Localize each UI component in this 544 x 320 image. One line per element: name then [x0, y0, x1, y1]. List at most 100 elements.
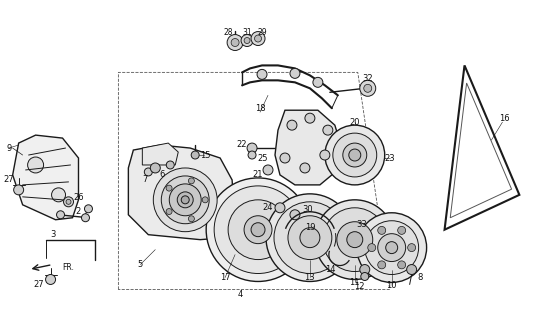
Circle shape — [52, 188, 65, 202]
Circle shape — [166, 209, 172, 214]
Text: 10: 10 — [386, 281, 397, 290]
Circle shape — [66, 199, 71, 204]
Text: 17: 17 — [220, 273, 231, 282]
Text: 4: 4 — [238, 290, 243, 299]
Circle shape — [343, 143, 367, 167]
Text: 8: 8 — [417, 273, 422, 282]
Circle shape — [227, 35, 243, 51]
Circle shape — [191, 151, 199, 159]
Circle shape — [231, 38, 239, 46]
Text: 19: 19 — [305, 223, 315, 232]
Circle shape — [407, 244, 416, 252]
Text: 14: 14 — [325, 265, 335, 274]
Text: 22: 22 — [237, 140, 248, 148]
Circle shape — [214, 186, 302, 274]
Circle shape — [14, 185, 23, 195]
Text: 27: 27 — [33, 280, 44, 289]
Text: 13: 13 — [305, 273, 315, 282]
Circle shape — [323, 208, 387, 271]
Text: 31: 31 — [242, 28, 252, 37]
Circle shape — [357, 213, 426, 283]
Circle shape — [378, 261, 386, 269]
Text: FR.: FR. — [63, 263, 75, 272]
Circle shape — [398, 261, 406, 269]
Text: 26: 26 — [73, 193, 84, 202]
Polygon shape — [143, 143, 178, 165]
Text: 24: 24 — [263, 203, 273, 212]
Circle shape — [144, 168, 152, 176]
Polygon shape — [128, 145, 235, 240]
Circle shape — [290, 68, 300, 78]
Text: 21: 21 — [253, 171, 263, 180]
Circle shape — [300, 163, 310, 173]
Circle shape — [320, 150, 330, 160]
Circle shape — [368, 244, 376, 252]
Text: 11: 11 — [350, 278, 360, 287]
Circle shape — [244, 37, 250, 44]
Text: 28: 28 — [224, 28, 233, 37]
Text: 12: 12 — [355, 282, 365, 291]
Text: 25: 25 — [258, 154, 268, 163]
Circle shape — [169, 184, 201, 216]
Text: 16: 16 — [499, 114, 510, 123]
Circle shape — [82, 214, 89, 222]
Circle shape — [257, 69, 267, 79]
Circle shape — [337, 222, 373, 258]
Circle shape — [360, 80, 376, 96]
Circle shape — [333, 133, 377, 177]
Text: 27: 27 — [3, 175, 14, 184]
Circle shape — [347, 232, 363, 248]
Text: 29: 29 — [257, 28, 267, 37]
Circle shape — [361, 273, 369, 280]
Circle shape — [157, 148, 167, 158]
Circle shape — [274, 202, 346, 274]
Text: 32: 32 — [362, 74, 373, 83]
Circle shape — [188, 216, 194, 222]
Circle shape — [360, 265, 370, 275]
Polygon shape — [13, 135, 78, 220]
Circle shape — [313, 77, 323, 87]
Text: 9: 9 — [6, 144, 11, 153]
Circle shape — [228, 200, 288, 260]
Circle shape — [275, 203, 285, 213]
Circle shape — [364, 84, 372, 92]
Circle shape — [161, 176, 209, 224]
Circle shape — [244, 216, 272, 244]
Circle shape — [386, 242, 398, 253]
Circle shape — [263, 165, 273, 175]
Text: 3: 3 — [50, 230, 55, 239]
Circle shape — [349, 149, 361, 161]
Circle shape — [181, 196, 189, 204]
Circle shape — [166, 185, 172, 191]
Circle shape — [150, 163, 160, 173]
Circle shape — [378, 226, 386, 234]
Circle shape — [64, 197, 73, 207]
Circle shape — [251, 32, 265, 45]
Circle shape — [202, 197, 208, 203]
Text: 33: 33 — [356, 220, 367, 229]
Text: 15: 15 — [200, 150, 211, 160]
Circle shape — [247, 143, 257, 153]
Circle shape — [288, 216, 332, 260]
Circle shape — [325, 125, 385, 185]
Circle shape — [290, 210, 300, 220]
Circle shape — [255, 35, 262, 42]
Text: 30: 30 — [302, 205, 313, 214]
Circle shape — [248, 151, 256, 159]
Circle shape — [300, 228, 320, 248]
Circle shape — [241, 35, 253, 46]
Circle shape — [407, 265, 417, 275]
Circle shape — [365, 221, 419, 275]
Circle shape — [206, 178, 310, 282]
Circle shape — [57, 211, 65, 219]
Circle shape — [143, 153, 153, 163]
Circle shape — [251, 223, 265, 237]
Text: 2: 2 — [76, 207, 81, 216]
Circle shape — [188, 178, 194, 184]
Circle shape — [315, 200, 395, 279]
Polygon shape — [275, 110, 342, 185]
Circle shape — [153, 168, 217, 232]
Text: 20: 20 — [350, 118, 360, 127]
Circle shape — [280, 153, 290, 163]
Text: 23: 23 — [385, 154, 395, 163]
